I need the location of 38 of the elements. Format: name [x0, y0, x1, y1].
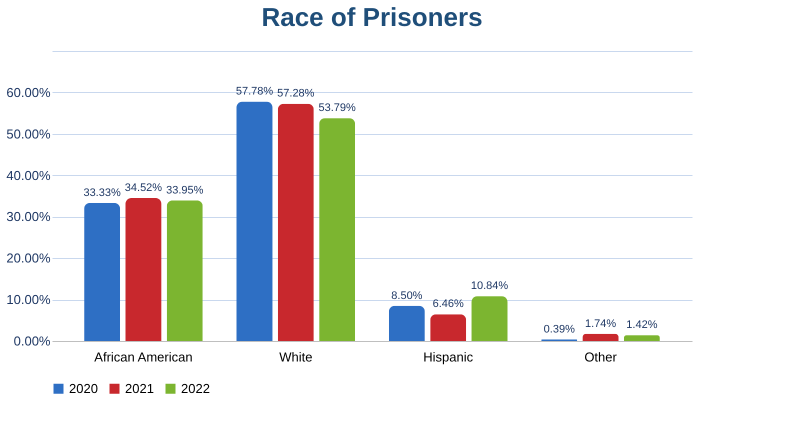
legend-label: 2022	[181, 380, 210, 396]
data-label: 53.79%	[318, 102, 356, 114]
data-label: 34.52%	[124, 182, 162, 194]
bar	[582, 334, 619, 341]
bar	[624, 335, 660, 341]
data-label: 6.46%	[432, 298, 464, 310]
data-label: 57.28%	[277, 88, 315, 100]
y-tick-label: 10.00%	[6, 292, 51, 308]
data-label: 0.39%	[544, 323, 576, 336]
bar	[125, 198, 162, 341]
bar	[430, 314, 466, 341]
bar	[166, 200, 203, 341]
x-tick-label: Other	[584, 350, 618, 364]
data-label: 1.74%	[584, 318, 616, 330]
bar	[278, 104, 314, 341]
x-tick-label: White	[279, 350, 312, 364]
chart-title: Race of Prisoners	[261, 2, 483, 32]
bar	[84, 202, 120, 341]
y-tick-label: 40.00%	[6, 168, 51, 183]
legend-label: 2021	[125, 380, 154, 396]
bar	[319, 118, 356, 341]
bar	[388, 306, 425, 341]
y-tick-label: 50.00%	[6, 126, 51, 142]
legend-label: 2020	[69, 380, 98, 396]
y-tick-label: 60.00%	[6, 84, 51, 100]
data-label: 8.50%	[391, 290, 423, 302]
bar	[472, 296, 508, 341]
data-label: 1.42%	[626, 319, 658, 332]
y-tick-label: 20.00%	[6, 250, 51, 266]
x-tick-label: African American	[94, 350, 193, 364]
x-tick-label: Hispanic	[423, 350, 474, 364]
data-label: 10.84%	[470, 280, 508, 292]
y-tick-label: 30.00%	[6, 209, 51, 224]
y-tick-label: 0.00%	[14, 334, 51, 348]
data-label: 57.78%	[236, 86, 274, 98]
data-label: 33.95%	[166, 184, 204, 196]
bar	[236, 102, 272, 341]
data-label: 33.33%	[83, 186, 121, 199]
